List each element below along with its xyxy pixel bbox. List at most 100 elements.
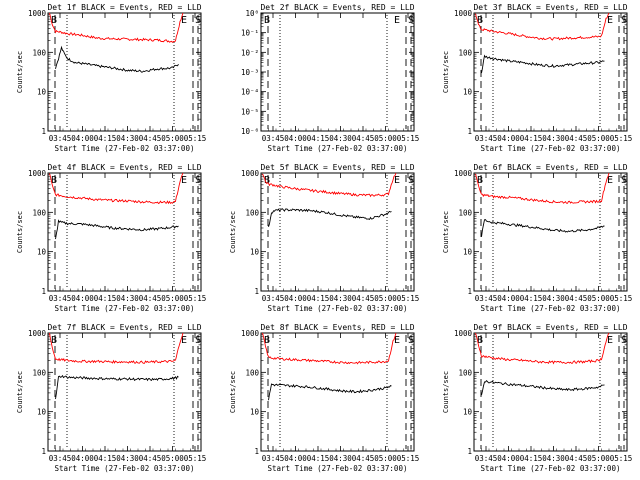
- chart-panel-3: Det 3f BLACK = Events, RED = LLD 1 10 100 10…: [442, 3, 632, 153]
- x-tick-label: 05:15: [397, 134, 420, 143]
- event-marker-s: S: [195, 335, 201, 346]
- event-marker-b: B: [477, 15, 483, 26]
- events-series-line: [55, 219, 179, 240]
- x-tick-label: 04:15: [94, 294, 117, 303]
- y-tick-label: 10⁻¹: [241, 29, 259, 38]
- event-marker-e: E: [607, 15, 613, 26]
- y-tick-label: 10⁻⁶: [241, 127, 259, 136]
- y-tick-label: 10⁻³: [241, 68, 259, 77]
- event-marker-s: S: [408, 335, 414, 346]
- event-marker-b: B: [51, 175, 57, 186]
- events-series-line: [268, 208, 392, 228]
- lld-series-line: [49, 172, 184, 205]
- plot-frame: [473, 172, 628, 292]
- x-tick-label: 03:45: [49, 294, 72, 303]
- x-tick-label: 05:00: [587, 134, 610, 143]
- chart-panel-8: Det 8f BLACK = Events, RED = LLD 1 10 100 10…: [229, 323, 419, 473]
- y-tick-label: 100: [245, 208, 259, 217]
- x-tick-label: 04:45: [565, 134, 588, 143]
- x-tick-label: 05:15: [610, 294, 633, 303]
- chart-panel-1: Det 1f BLACK = Events, RED = LLD 1 10 100 10…: [16, 3, 206, 153]
- x-tick-label: 04:30: [542, 294, 565, 303]
- y-tick-label: 1000: [28, 329, 47, 338]
- x-tick-label: 04:45: [352, 454, 375, 463]
- y-tick-label: 1: [254, 287, 259, 296]
- x-tick-label: 04:30: [542, 134, 565, 143]
- y-tick-label: 100: [32, 368, 46, 377]
- x-tick-label: 04:00: [284, 294, 307, 303]
- x-tick-label: 05:00: [587, 454, 610, 463]
- event-marker-b: B: [477, 175, 483, 186]
- x-axis-label: Start Time (27-Feb-02 03:37:00): [55, 304, 195, 313]
- event-marker-b: B: [477, 335, 483, 346]
- x-tick-label: 04:00: [497, 294, 520, 303]
- x-tick-label: 03:45: [262, 134, 285, 143]
- event-marker-b: B: [264, 335, 270, 346]
- y-tick-label: 1: [467, 287, 472, 296]
- y-tick-label: 10: [37, 248, 47, 257]
- x-tick-label: 04:00: [71, 454, 94, 463]
- x-tick-label: 04:45: [139, 294, 162, 303]
- y-tick-label: 1000: [454, 329, 473, 338]
- y-tick-label: 1: [467, 127, 472, 136]
- x-tick-label: 04:45: [352, 294, 375, 303]
- x-tick-label: 05:00: [161, 294, 184, 303]
- plot-frame: [473, 12, 628, 132]
- x-tick-label: 04:30: [116, 454, 139, 463]
- y-tick-label: 10: [250, 248, 260, 257]
- x-tick-label: 04:15: [307, 134, 330, 143]
- plot-frame: [260, 332, 415, 452]
- y-tick-label: 10⁻⁴: [241, 88, 259, 97]
- x-tick-label: 04:45: [352, 134, 375, 143]
- y-tick-label: 10: [37, 88, 47, 97]
- event-marker-b: B: [264, 175, 270, 186]
- x-tick-label: 03:45: [262, 454, 285, 463]
- y-axis-label: Counts/sec: [442, 371, 450, 413]
- chart-panel-6: Det 6f BLACK = Events, RED = LLD 1 10 100 10…: [442, 163, 632, 313]
- x-tick-label: 05:15: [397, 294, 420, 303]
- chart-title: Det 3f BLACK = Events, RED = LLD: [473, 3, 627, 12]
- x-tick-label: 03:45: [475, 294, 498, 303]
- x-axis-label: Start Time (27-Feb-02 03:37:00): [481, 464, 621, 473]
- y-tick-label: 1000: [28, 169, 47, 178]
- y-axis-label: Counts/sec: [442, 211, 450, 253]
- chart-title: Det 2f BLACK = Events, RED = LLD: [260, 3, 414, 12]
- y-tick-label: 1: [41, 287, 46, 296]
- y-tick-label: 1000: [241, 329, 260, 338]
- y-tick-label: 100: [458, 208, 472, 217]
- x-tick-label: 04:15: [307, 294, 330, 303]
- lld-series-line: [262, 172, 397, 198]
- x-tick-label: 03:45: [475, 454, 498, 463]
- events-series-line: [55, 374, 179, 400]
- event-marker-e: E: [607, 175, 613, 186]
- x-axis-label: Start Time (27-Feb-02 03:37:00): [55, 144, 195, 153]
- event-marker-e: E: [181, 175, 187, 186]
- y-tick-label: 1: [41, 447, 46, 456]
- chart-title: Det 8f BLACK = Events, RED = LLD: [260, 323, 414, 332]
- x-tick-label: 04:45: [139, 134, 162, 143]
- plot-frame: [47, 172, 202, 292]
- x-tick-label: 04:15: [94, 454, 117, 463]
- x-tick-label: 04:00: [284, 454, 307, 463]
- x-tick-label: 04:30: [116, 294, 139, 303]
- y-tick-label: 1000: [454, 169, 473, 178]
- chart-title: Det 6f BLACK = Events, RED = LLD: [473, 163, 627, 172]
- y-tick-label: 1: [467, 447, 472, 456]
- event-marker-s: S: [408, 15, 414, 26]
- events-series-line: [55, 45, 179, 73]
- event-marker-s: S: [195, 175, 201, 186]
- x-tick-label: 04:30: [329, 454, 352, 463]
- x-tick-label: 05:15: [184, 454, 207, 463]
- x-tick-label: 04:00: [497, 134, 520, 143]
- x-tick-label: 04:45: [565, 454, 588, 463]
- x-tick-label: 05:00: [374, 294, 397, 303]
- x-tick-label: 04:30: [329, 134, 352, 143]
- event-marker-e: E: [394, 175, 400, 186]
- events-series-line: [268, 383, 392, 401]
- y-tick-label: 10⁰: [245, 9, 259, 18]
- event-marker-b: B: [264, 15, 270, 26]
- x-axis-label: Start Time (27-Feb-02 03:37:00): [55, 464, 195, 473]
- plot-frame: [47, 12, 202, 132]
- event-marker-s: S: [621, 175, 627, 186]
- x-axis-label: Start Time (27-Feb-02 03:37:00): [268, 304, 408, 313]
